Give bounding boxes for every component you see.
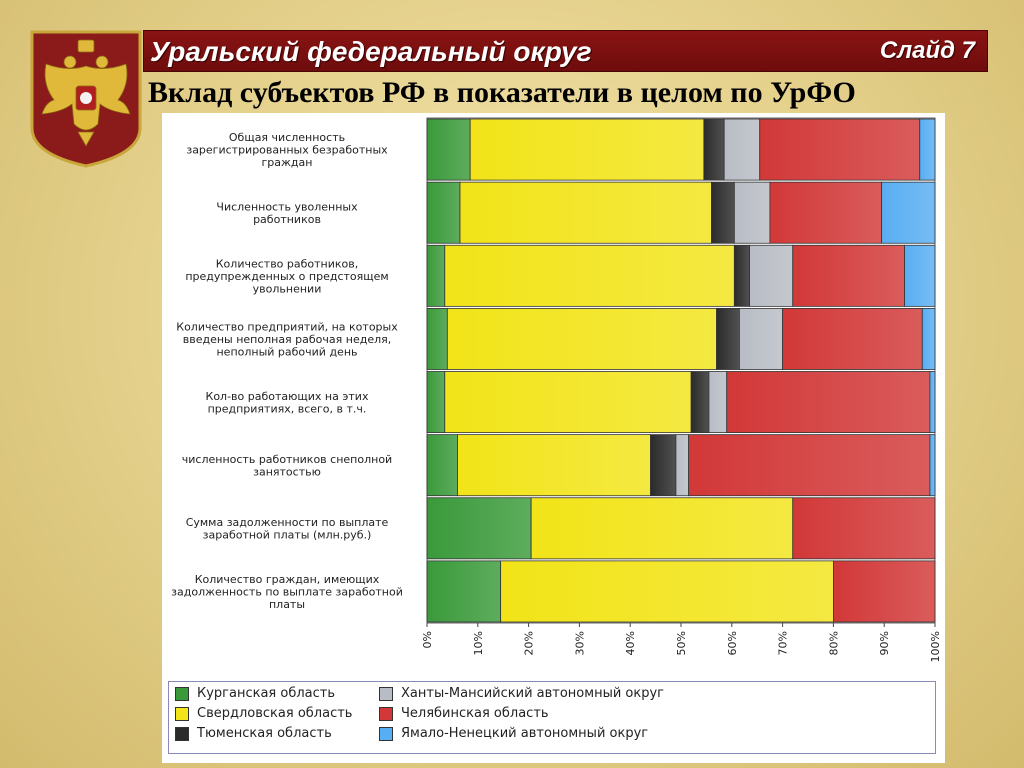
x-tick-label: 0%	[421, 631, 434, 648]
category-label: предупрежденных о предстоящем	[185, 270, 388, 283]
bar-segment	[426, 560, 502, 623]
legend-swatch	[379, 707, 393, 721]
bar-segment	[782, 307, 923, 370]
category-label: зарегистрированных безработных	[186, 144, 388, 157]
category-label: введены неполная рабочая неделя,	[183, 333, 392, 346]
legend-swatch	[175, 727, 189, 741]
legend-label: Ямало-Ненецкий автономный округ	[401, 726, 649, 741]
legend-swatch	[175, 707, 189, 721]
bar-segment	[426, 434, 458, 497]
x-tick-label: 100%	[929, 631, 942, 662]
bar-segment	[904, 244, 936, 307]
slide-subtitle: Вклад субъектов РФ в показатели в целом …	[148, 76, 856, 109]
category-label: Количество предприятий, на которых	[176, 320, 398, 333]
bar-segment	[444, 371, 692, 434]
bar-segment	[739, 307, 783, 370]
bar-segment	[792, 497, 936, 560]
x-tick-label: 50%	[675, 631, 688, 655]
bar-segment	[426, 181, 461, 244]
bar-segment	[929, 434, 936, 497]
category-label: предприятиях, всего, в т.ч.	[208, 402, 367, 415]
category-label: численность работников снеполной	[182, 453, 392, 466]
category-label: неполный рабочий день	[216, 345, 357, 358]
x-tick-label: 60%	[726, 631, 739, 655]
bar-segment	[426, 307, 448, 370]
x-tick-label: 30%	[573, 631, 586, 655]
x-tick-label: 90%	[878, 631, 891, 655]
bar-segment	[426, 244, 446, 307]
category-label: занятостью	[253, 465, 321, 478]
bar-segment	[426, 118, 471, 181]
legend-label: Челябинская область	[401, 706, 549, 721]
bar-segment	[675, 434, 690, 497]
bar-segment	[723, 118, 761, 181]
category-label: работников	[253, 213, 321, 226]
bar-segment	[833, 560, 936, 623]
bar-segment	[426, 371, 446, 434]
legend-label: Тюменская область	[197, 726, 332, 741]
bar-segment	[921, 307, 936, 370]
category-label: Численность уволенных	[216, 200, 358, 213]
bar-segment	[733, 181, 771, 244]
x-tick-label: 80%	[827, 631, 840, 655]
category-label: платы	[269, 598, 305, 611]
bar-segment	[426, 497, 532, 560]
category-label: Общая численность	[229, 131, 345, 144]
x-tick-label: 10%	[472, 631, 485, 655]
x-tick-label: 40%	[624, 631, 637, 655]
bar-segment	[690, 371, 710, 434]
region-title: Уральский федеральный округ	[150, 36, 592, 67]
bar-segment	[703, 118, 725, 181]
category-label: задолженность по выплате заработной	[171, 585, 403, 598]
category-label: Кол-во работающих на этих	[206, 390, 369, 403]
coat-of-arms-icon	[30, 30, 142, 168]
bar-segment	[716, 307, 740, 370]
legend-label: Ханты-Мансийский автономный округ	[401, 686, 664, 701]
bar-segment	[733, 244, 750, 307]
bar-segment	[919, 118, 936, 181]
bar-segment	[530, 497, 794, 560]
bar-segment	[708, 371, 728, 434]
bar-segment	[650, 434, 677, 497]
legend-swatch	[175, 687, 189, 701]
legend-swatch	[379, 687, 393, 701]
category-label: заработной платы (млн.руб.)	[203, 529, 372, 542]
bar-segment	[769, 181, 883, 244]
x-tick-label: 20%	[523, 631, 536, 655]
bar-segment	[881, 181, 936, 244]
slide-number: Слайд 7	[879, 37, 975, 64]
bar-segment	[457, 434, 651, 497]
bar-segment	[688, 434, 931, 497]
bar-segment	[749, 244, 794, 307]
bar-segment	[929, 371, 936, 434]
title-bar: Уральский федеральный округ Слайд 7	[143, 30, 988, 72]
category-label: граждан	[262, 156, 313, 169]
bar-segment	[726, 371, 931, 434]
bar-segment	[500, 560, 834, 623]
legend-label: Курганская область	[197, 686, 336, 701]
legend-label: Свердловская область	[197, 706, 353, 721]
category-label: увольнении	[253, 282, 322, 295]
chart-panel: Общая численность зарегистрированных безр…	[162, 113, 945, 763]
x-tick-label: 70%	[777, 631, 790, 655]
bar-segment	[759, 118, 921, 181]
bar-segment	[444, 244, 735, 307]
legend-swatch	[379, 727, 393, 741]
bar-segment	[459, 181, 712, 244]
category-label: Сумма задолженности по выплате	[186, 516, 389, 529]
bar-segment	[711, 181, 735, 244]
category-label: Количество работников,	[216, 257, 359, 270]
bar-segment	[446, 307, 717, 370]
bar-segment	[792, 244, 905, 307]
chart-legend: Курганская область Свердловская область Тю…	[168, 681, 936, 754]
bar-segment	[469, 118, 705, 181]
category-label: Количество граждан, имеющих	[195, 573, 380, 586]
